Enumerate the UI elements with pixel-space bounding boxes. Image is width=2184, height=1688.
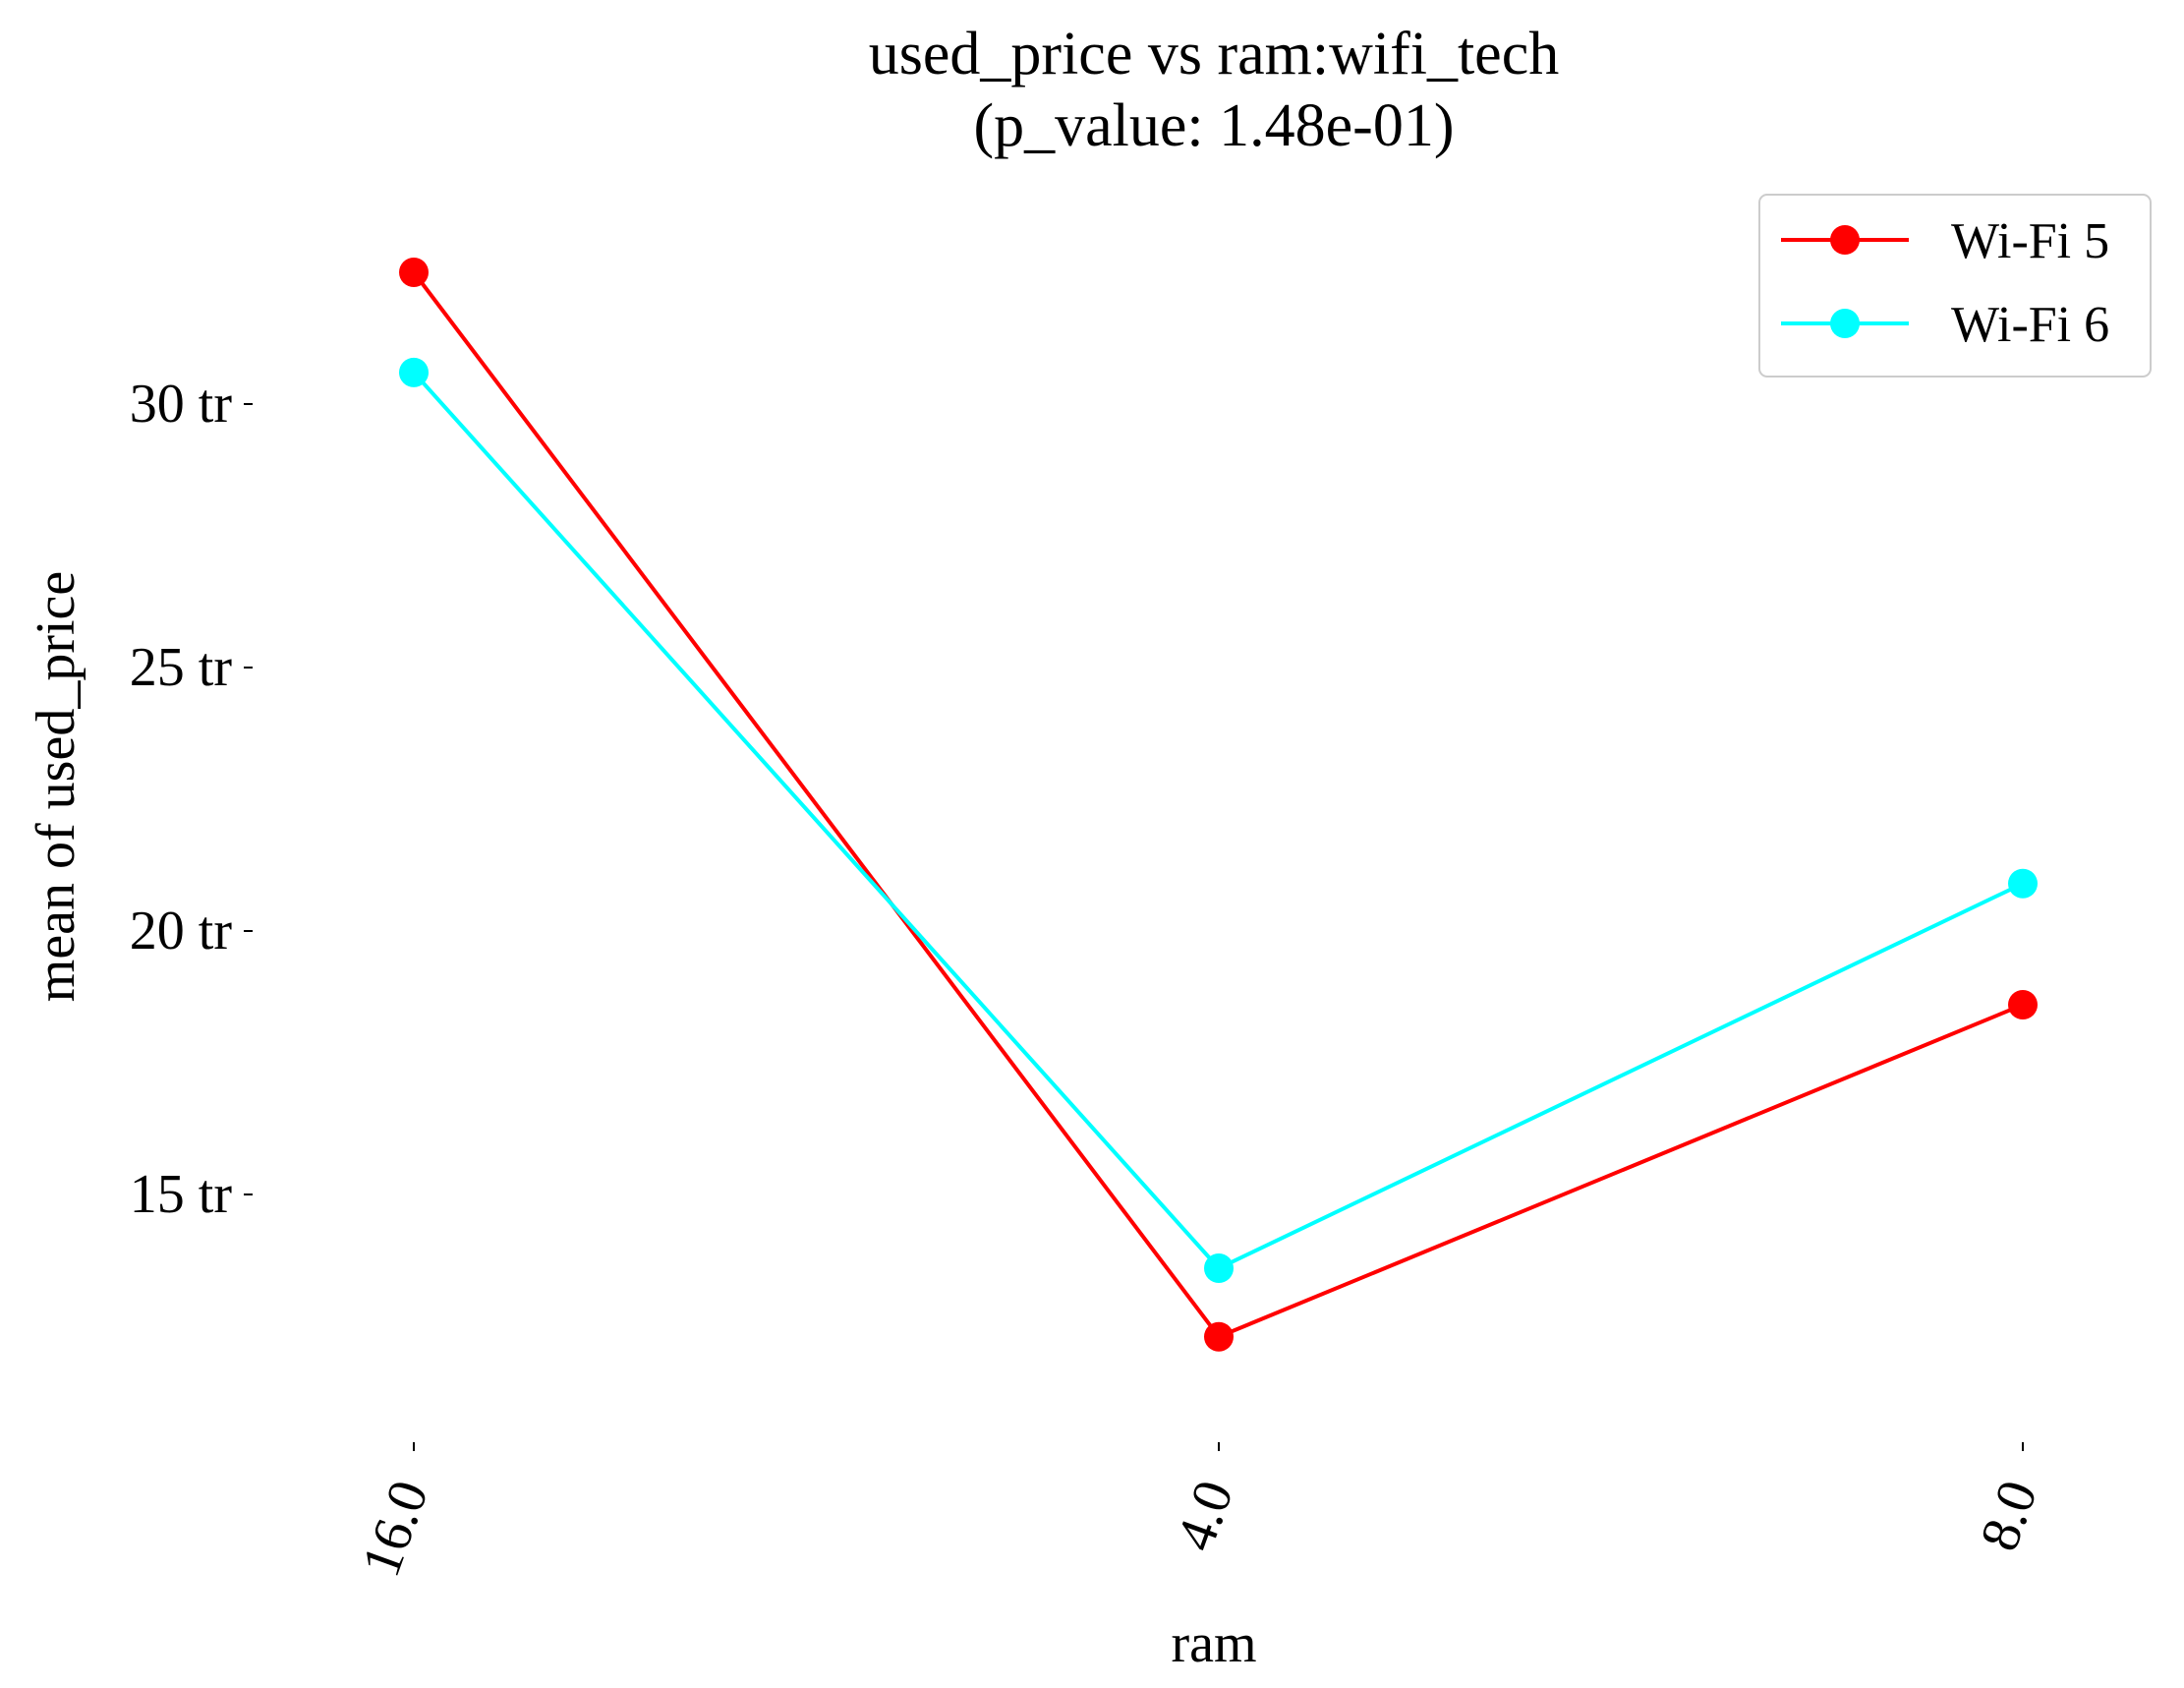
chart-title: used_price vs ram:wifi_tech xyxy=(869,21,1559,87)
legend-marker xyxy=(1830,309,1860,338)
y-axis: 15 tr 20 tr 25 tr 30 tr xyxy=(130,374,253,1225)
legend: Wi-Fi 5 Wi-Fi 6 xyxy=(1758,194,2152,378)
series-line xyxy=(412,371,2024,1271)
y-tick-label: 25 tr xyxy=(130,637,233,698)
data-point xyxy=(1204,1253,1234,1284)
plot-area xyxy=(399,258,2038,1352)
data-point xyxy=(2008,990,2038,1020)
series-wi-fi-6 xyxy=(399,357,2038,1284)
data-point xyxy=(399,357,429,387)
x-axis-label: ram xyxy=(1171,1613,1256,1674)
chart-subtitle: (p_value: 1.48e-01) xyxy=(974,92,1455,159)
y-tick-label: 15 tr xyxy=(130,1164,233,1225)
legend-label: Wi-Fi 5 xyxy=(1951,213,2109,269)
data-point xyxy=(399,258,429,287)
x-tick-label: 16.0 xyxy=(350,1473,440,1584)
x-tick-label: 4.0 xyxy=(1165,1473,1245,1558)
legend-marker xyxy=(1830,225,1860,255)
data-point xyxy=(1204,1321,1234,1352)
data-point xyxy=(2008,868,2038,899)
y-tick-label: 30 tr xyxy=(130,374,233,435)
y-tick-label: 20 tr xyxy=(130,901,233,961)
series-wi-fi-5 xyxy=(399,258,2038,1352)
legend-label: Wi-Fi 6 xyxy=(1951,297,2109,353)
x-tick-label: 8.0 xyxy=(1969,1473,2049,1558)
series-line xyxy=(412,270,2024,1340)
y-axis-label: mean of used_price xyxy=(26,571,86,1002)
x-axis: 16.0 4.0 8.0 xyxy=(350,1442,2049,1585)
